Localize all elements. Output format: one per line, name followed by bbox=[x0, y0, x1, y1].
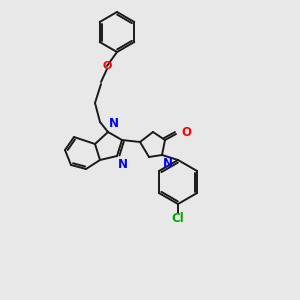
Text: N: N bbox=[118, 158, 128, 171]
Text: O: O bbox=[102, 61, 112, 71]
Text: O: O bbox=[181, 127, 191, 140]
Text: N: N bbox=[163, 157, 173, 170]
Text: Cl: Cl bbox=[172, 212, 184, 224]
Text: N: N bbox=[109, 117, 119, 130]
